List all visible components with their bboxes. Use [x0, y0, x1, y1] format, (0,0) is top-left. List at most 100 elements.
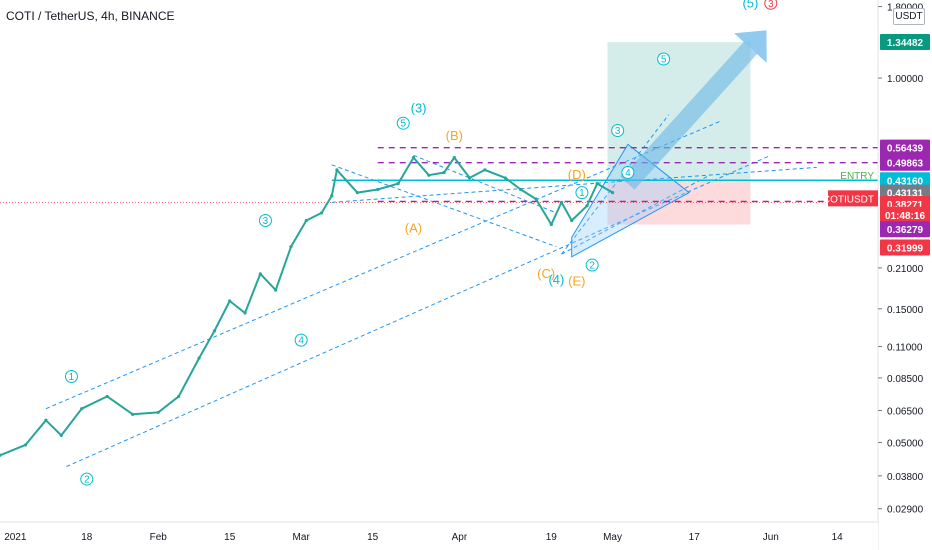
- side-label-1: COTIUSDT: [823, 194, 874, 205]
- price-tag-bg-1: [880, 139, 930, 156]
- price-point-15: [289, 245, 293, 249]
- horizontal-levels: [0, 146, 878, 203]
- price-point-28: [483, 168, 487, 172]
- price-point-6: [131, 412, 135, 416]
- wave-label-13: 5: [400, 119, 406, 130]
- price-tag-bg-3: [880, 172, 930, 189]
- y-tick-label-7: 0.05000: [887, 438, 924, 449]
- price-point-14: [274, 288, 278, 292]
- x-tick-label-11: 14: [832, 532, 844, 543]
- price-tag-bg-0: [880, 34, 930, 51]
- price-line-0: [0, 156, 614, 457]
- wave-label-17: 4: [625, 168, 631, 179]
- wave-label-5: (3): [411, 100, 427, 115]
- price-point-21: [376, 187, 380, 192]
- chart-title: COTI / TetherUS, 4h, BINANCE: [6, 9, 175, 23]
- price-point-7: [156, 410, 160, 415]
- side-label-0: ENTRY: [840, 171, 874, 182]
- price-point-5: [105, 394, 109, 399]
- price-point-22: [396, 181, 400, 186]
- price-axis[interactable]: 1.800001.000000.210000.150000.110000.085…: [877, 0, 932, 550]
- y-tick-label-4: 0.11000: [887, 343, 923, 354]
- projection-arrows: [621, 30, 767, 190]
- wave-annotations: (A) (B) (C) (D) (E) (3) (4) (5) 3 1 2 3 4 5 1 2 3 4 5: [64, 0, 778, 486]
- y-tick-label-5: 0.08500: [887, 374, 924, 385]
- price-axis-bg: [878, 0, 932, 550]
- wave-label-0: (A): [405, 221, 422, 236]
- price-point-9: [197, 356, 201, 360]
- price-point-17: [319, 211, 324, 215]
- trendline-1: [66, 154, 772, 468]
- wave-circle-18: [657, 52, 671, 66]
- wave-circle-14: [575, 186, 589, 200]
- wave-circle-15: [585, 258, 599, 272]
- price-point-13: [258, 272, 262, 276]
- price-point-23: [411, 156, 416, 160]
- price-tag-4: 0.43131: [887, 189, 924, 200]
- wave-circle-10: [80, 472, 94, 486]
- wave-label-6: (4): [548, 272, 564, 287]
- trendline-6: [413, 154, 557, 214]
- y-tick-label-3: 0.15000: [887, 305, 924, 316]
- y-tick-label-8: 0.03800: [887, 472, 924, 483]
- wave-label-8: 3: [768, 0, 774, 10]
- wedge-shape: [571, 143, 691, 258]
- x-tick-label-10: Jun: [763, 532, 779, 543]
- wave-label-3: (D): [568, 167, 586, 182]
- price-point-12: [243, 311, 247, 315]
- trendline-4: [561, 114, 670, 255]
- wave-circle-17: [621, 166, 635, 180]
- wave-label-7: (5): [742, 0, 758, 10]
- wave-label-11: 3: [263, 216, 269, 227]
- price-tag-5: 0.38271: [887, 200, 924, 211]
- price-point-29: [503, 176, 507, 180]
- price-point-0: [0, 453, 2, 457]
- price-point-32: [549, 222, 553, 227]
- wave-label-4: (E): [568, 273, 585, 288]
- price-tag-0: 1.34482: [887, 38, 924, 49]
- channel-trendlines: [45, 114, 817, 468]
- side-label-bg-1: [828, 190, 878, 207]
- wave-circle-13: [396, 116, 410, 130]
- price-point-2: [44, 418, 48, 422]
- wave-label-12: 4: [298, 336, 304, 347]
- time-axis-bg: [0, 522, 878, 550]
- y-tick-label-6: 0.06500: [887, 407, 924, 418]
- price-tag-bg-2: [880, 154, 930, 171]
- time-axis[interactable]: 2021 18 Feb 15 Mar 15 Apr 19 May 17 Jun 14: [0, 521, 878, 550]
- price-tag-2: 0.49863: [887, 159, 924, 170]
- projection-arrow-body: [621, 42, 758, 190]
- price-point-16: [304, 218, 308, 223]
- price-tag-7: 0.36279: [887, 225, 924, 236]
- x-tick-label-5: 15: [367, 532, 379, 543]
- price-tag-8: 0.31999: [887, 244, 924, 255]
- price-point-26: [452, 156, 456, 160]
- price-point-1: [23, 443, 28, 447]
- price-tag-3: 0.43160: [887, 176, 924, 187]
- x-tick-label-7: 19: [546, 532, 558, 543]
- price-point-30: [519, 187, 523, 192]
- wave-label-2: (C): [537, 266, 555, 281]
- y-tick-label-1: 1.00000: [887, 74, 924, 85]
- price-point-35: [585, 204, 589, 208]
- price-point-3: [59, 433, 63, 437]
- wave-label-14: 1: [579, 188, 585, 199]
- price-tag-6: 01:48:16: [885, 211, 925, 222]
- price-tag-bg-8: [880, 239, 930, 256]
- price-point-37: [610, 191, 615, 195]
- y-tick-label-9: 0.02900: [887, 505, 924, 516]
- price-tags: 1.34482 0.56439 0.49863 0.43160 0.431310.382…: [823, 34, 930, 256]
- price-point-8: [177, 394, 181, 399]
- currency-unit-badge[interactable]: USDT: [893, 8, 925, 25]
- wave-label-18: 5: [661, 54, 667, 65]
- price-tag-bg-7: [880, 221, 930, 238]
- price-point-31: [534, 197, 538, 201]
- price-point-10: [212, 329, 216, 333]
- trendline-3: [331, 164, 557, 248]
- trendline-0: [45, 120, 720, 410]
- price-point-34: [570, 218, 574, 223]
- wave-label-15: 2: [589, 261, 595, 272]
- price-point-20: [355, 191, 359, 195]
- wave-label-16: 3: [615, 126, 621, 137]
